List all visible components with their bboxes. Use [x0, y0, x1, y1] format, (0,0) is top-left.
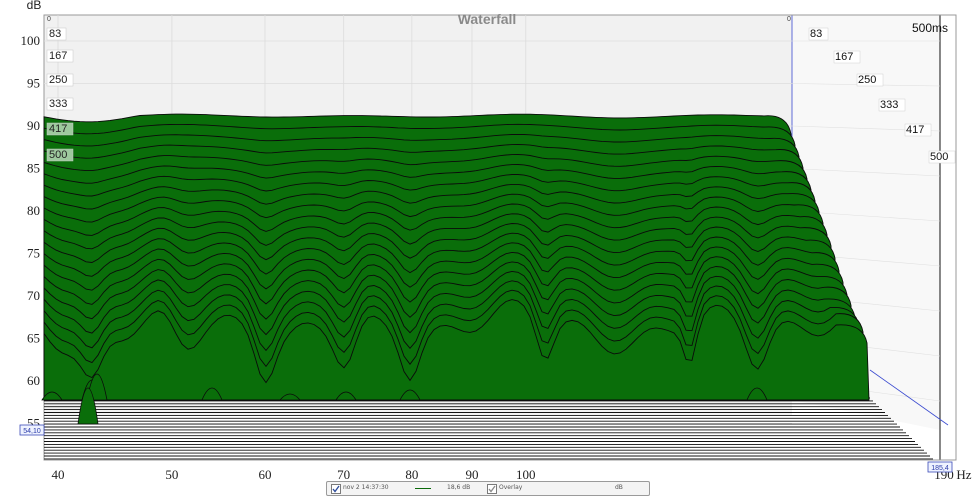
- floor-cursor-line: [869, 369, 949, 426]
- decay-bump: [41, 391, 63, 401]
- x-tick-label: 50: [165, 467, 178, 482]
- time-label-right: 250: [858, 74, 876, 86]
- decay-spike: [77, 387, 99, 425]
- measurement-name: nov 2 14:37:30: [343, 484, 389, 491]
- time-label-box: [46, 97, 74, 111]
- time-label-box-right: [878, 98, 906, 112]
- time-label-box-right: [928, 150, 956, 164]
- time-label-box: [46, 122, 74, 136]
- x-tick-label: 90: [465, 467, 478, 482]
- series-line-swatch: [415, 488, 431, 489]
- time-label-right: 333: [880, 99, 898, 111]
- unit-label: dB: [615, 484, 623, 491]
- time-label-box-right: [833, 50, 861, 64]
- time-label-left: 83: [49, 28, 61, 40]
- offset-value: 18,6 dB: [447, 484, 471, 491]
- time-axis-top-label: 500ms: [912, 21, 948, 35]
- side-gridline: [791, 168, 941, 177]
- time-label-left: 250: [49, 74, 67, 86]
- y-tick-label: 90: [27, 118, 40, 133]
- right-cursor-marker: 185,4: [927, 461, 953, 473]
- time-label-left: 167: [49, 50, 67, 62]
- time-label-right: 417: [906, 124, 924, 136]
- decay-bump: [279, 393, 301, 401]
- overlay-checkbox[interactable]: [487, 484, 497, 494]
- y-axis-label: dB: [27, 0, 42, 12]
- left-cursor-marker: 54,10: [19, 424, 45, 436]
- y-tick-label: 65: [27, 331, 40, 346]
- time-label-left: 500: [49, 149, 67, 161]
- y-tick-label: 100: [21, 33, 41, 48]
- time-label-box: [46, 73, 74, 87]
- measurement-checkbox[interactable]: [331, 484, 341, 494]
- y-tick-label: 85: [27, 161, 40, 176]
- overlay-label: Overlay: [499, 484, 523, 491]
- x-tick-label: 80: [405, 467, 418, 482]
- chart-title: Waterfall: [458, 11, 517, 27]
- back-slice-top-label: 0: [787, 16, 791, 23]
- time-label-right: 167: [835, 51, 853, 63]
- first-slice-top-label: 0: [47, 16, 51, 23]
- decay-bump: [335, 391, 357, 401]
- decay-bump: [746, 387, 768, 401]
- time-label-box-right: [904, 123, 932, 137]
- svg-text:54,10: 54,10: [23, 428, 41, 435]
- legend-bar: nov 2 14:37:30 18,6 dB Overlay dB: [326, 481, 650, 496]
- time-label-box: [46, 49, 74, 63]
- y-tick-label: 70: [27, 288, 40, 303]
- svg-text:185,4: 185,4: [931, 465, 949, 472]
- time-label-box-right: [808, 27, 829, 41]
- y-tick-label: 80: [27, 203, 40, 218]
- x-tick-label: 40: [52, 467, 65, 482]
- decay-bump: [399, 389, 421, 401]
- decay-bump: [201, 387, 223, 401]
- x-tick-label: 70: [337, 467, 350, 482]
- y-tick-label: 95: [27, 76, 40, 91]
- y-tick-label: 75: [27, 246, 40, 261]
- time-label-left: 417: [49, 123, 67, 135]
- time-label-box: [46, 27, 67, 41]
- time-label-right: 500: [930, 151, 948, 163]
- time-label-box-right: [856, 73, 884, 87]
- time-label-right: 83: [810, 28, 822, 40]
- x-tick-label: 60: [258, 467, 271, 482]
- waterfall-slices: [41, 113, 870, 425]
- x-axis-unit: Hz: [956, 467, 971, 482]
- x-tick-label: 100: [516, 467, 536, 482]
- waterfall-slice: [43, 299, 870, 401]
- y-tick-label: 60: [27, 373, 40, 388]
- time-label-box: [46, 148, 74, 162]
- time-label-left: 333: [49, 98, 67, 110]
